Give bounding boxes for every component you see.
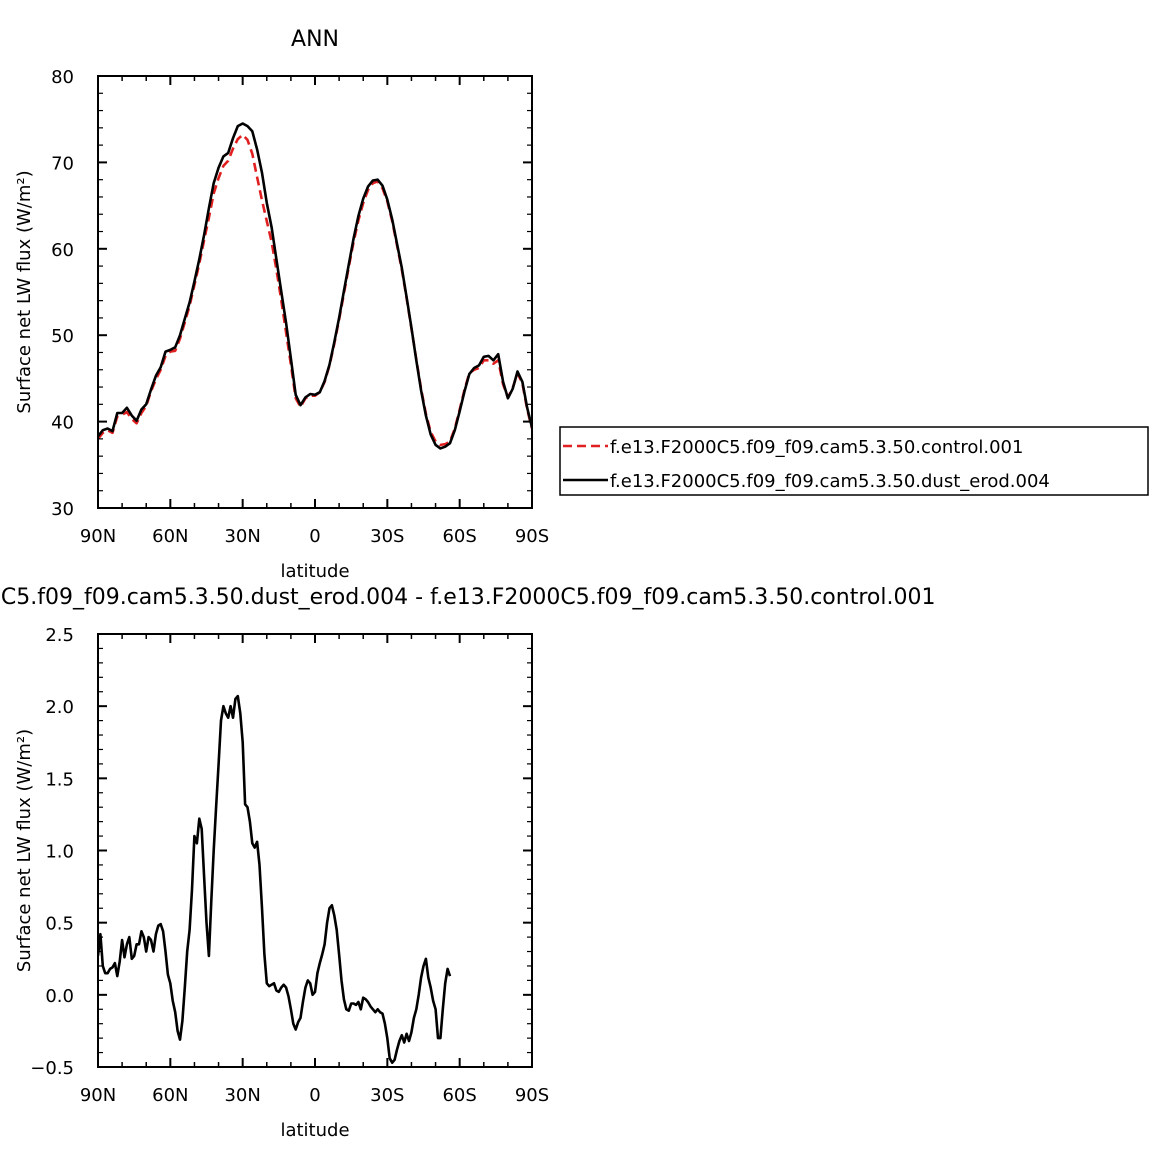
- top-panel-zonal-mean: 90N 60N 30N 0 30S 60S 90S 30 40 50 60 70 80 latitude S…: [14, 27, 549, 582]
- y-axis-title: Surface net LW flux (W/m²): [14, 170, 35, 413]
- y-tick-label: 0.5: [45, 914, 74, 935]
- y-tick-label: 80: [51, 67, 74, 88]
- y-tick-label: 40: [51, 413, 74, 434]
- legend-box: [559, 426, 1149, 496]
- x-tick-label: 0: [309, 526, 320, 547]
- chart-title: f.e13.F2000C5.f09_f09.cam5.3.50.dust_ero…: [0, 585, 935, 610]
- y-tick-label: 2.0: [45, 697, 74, 718]
- y-tick-label: 60: [51, 240, 74, 261]
- series-line-1: [98, 133, 532, 447]
- x-tick-label: 30N: [224, 526, 260, 547]
- x-tick-label: 60S: [442, 526, 476, 547]
- y-tick-label: 1.5: [45, 769, 74, 790]
- legend-label: f.e13.F2000C5.f09_f09.cam5.3.50.control.…: [610, 437, 1023, 458]
- y-tick-label: −0.5: [30, 1058, 74, 1079]
- plot-frame: [97, 633, 533, 1068]
- bottom-panel-difference: 90N 60N 30N 0 30S 60S 90S −0.5 0.0 0.5 1.0 1.5 2.0 2.…: [0, 585, 935, 1141]
- chart-title: ANN: [291, 27, 339, 52]
- legend-label: f.e13.F2000C5.f09_f09.cam5.3.50.dust_ero…: [610, 471, 1050, 492]
- x-tick-label: 30N: [224, 1085, 260, 1106]
- x-tick-label: 0: [309, 1085, 320, 1106]
- x-tick-label: 90S: [515, 526, 549, 547]
- y-tick-label: 2.5: [45, 625, 74, 646]
- y-tick-label: 1.0: [45, 842, 74, 863]
- x-tick-label: 60N: [152, 526, 188, 547]
- x-axis-title: latitude: [280, 1120, 349, 1141]
- x-tick-label: 30S: [370, 526, 404, 547]
- x-tick-label: 90N: [80, 526, 116, 547]
- y-axis-title: Surface net LW flux (W/m²): [14, 729, 35, 972]
- y-tick-label: 30: [51, 499, 74, 520]
- x-tick-label: 30S: [370, 1085, 404, 1106]
- x-tick-label: 90S: [515, 1085, 549, 1106]
- x-axis-title: latitude: [280, 561, 349, 582]
- series-line-1: [98, 694, 452, 1064]
- x-tick-label: 60S: [442, 1085, 476, 1106]
- y-tick-label: 0.0: [45, 986, 74, 1007]
- y-tick-label: 50: [51, 326, 74, 347]
- x-tick-label: 60N: [152, 1085, 188, 1106]
- plot-frame: [97, 75, 533, 509]
- x-tick-label: 90N: [80, 1085, 116, 1106]
- legend: f.e13.F2000C5.f09_f09.cam5.3.50.control.…: [559, 426, 1149, 496]
- y-tick-label: 70: [51, 153, 74, 174]
- series-line-2: [98, 122, 532, 450]
